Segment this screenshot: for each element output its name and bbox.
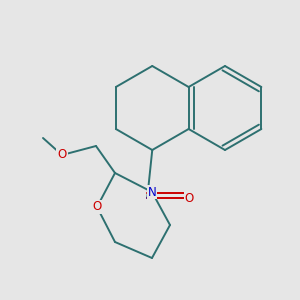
Text: O: O bbox=[184, 191, 194, 205]
Text: N: N bbox=[148, 185, 156, 199]
Text: O: O bbox=[92, 200, 102, 214]
Text: O: O bbox=[57, 148, 67, 161]
